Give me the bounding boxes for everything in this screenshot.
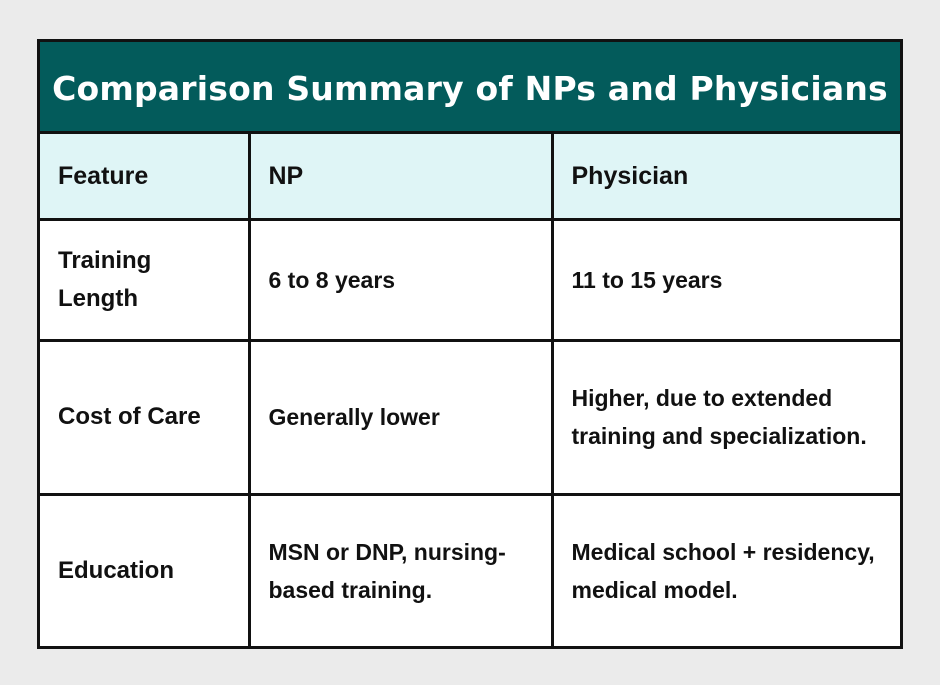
header-row: Feature NP Physician: [40, 134, 900, 221]
table-row-training-length: Training Length 6 to 8 years 11 to 15 ye…: [40, 219, 900, 342]
cell-physician: 11 to 15 years: [552, 219, 900, 342]
cell-feature: Training Length: [40, 219, 251, 342]
header-physician: Physician: [552, 134, 900, 221]
cell-np: MSN or DNP, nursing-based training.: [249, 494, 554, 646]
cell-feature: Education: [40, 494, 251, 646]
title-bar: Comparison Summary of NPs and Physicians: [40, 42, 900, 134]
cell-physician: Higher, due to extended training and spe…: [552, 340, 900, 496]
cell-np: Generally lower: [249, 340, 554, 496]
cell-feature: Cost of Care: [40, 340, 251, 496]
header-feature: Feature: [40, 134, 251, 221]
cell-np: 6 to 8 years: [249, 219, 554, 342]
table-row-cost-of-care: Cost of Care Generally lower Higher, due…: [40, 340, 900, 496]
comparison-table: Feature NP Physician Training Length 6 t…: [40, 134, 900, 646]
comparison-table-card: Comparison Summary of NPs and Physicians…: [37, 39, 903, 649]
header-np: NP: [249, 134, 554, 221]
cell-physician: Medical school + residency, medical mode…: [571, 538, 875, 603]
table-row-education: Education MSN or DNP, nursing-based trai…: [40, 494, 900, 646]
table-title: Comparison Summary of NPs and Physicians: [52, 69, 888, 108]
